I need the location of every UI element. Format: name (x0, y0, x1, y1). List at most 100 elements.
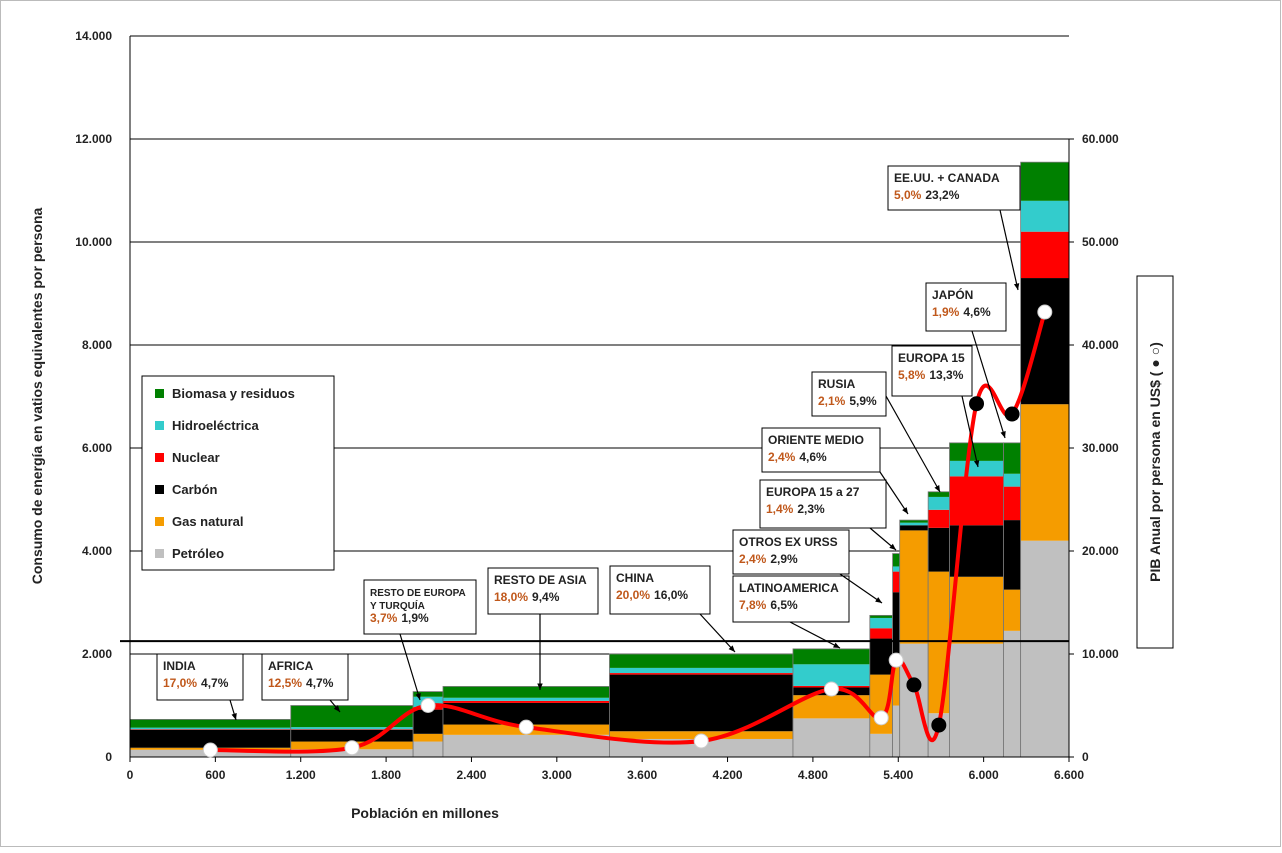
annotation-arrow (885, 395, 941, 493)
bar-segment (1003, 520, 1021, 590)
bar-segment (928, 491, 950, 497)
annotation-shares: 20,0% 16,0% (616, 588, 688, 602)
x-tick-label: 3.000 (542, 768, 572, 782)
annotation-shares: 2,1% 5,9% (818, 394, 877, 408)
annotation-arrow (971, 330, 1006, 439)
annotation-box (891, 345, 973, 397)
bar-segment (413, 691, 443, 697)
annotation-box (759, 479, 887, 529)
annotation-arrow (699, 613, 736, 653)
bar-segment (1003, 486, 1021, 521)
bar-segment (609, 667, 793, 674)
annotation-arrow (789, 621, 841, 649)
y-tick-label: 2.000 (82, 647, 112, 661)
population-share: 1,4% (766, 502, 794, 516)
energy-share: 23,2% (925, 188, 959, 202)
bar-segment (949, 576, 1004, 644)
annotation-arrow (879, 471, 909, 515)
bar-segment (290, 729, 414, 742)
y-tick-label: 6.000 (82, 441, 112, 455)
annotation-label: RESTO DE ASIA (494, 573, 587, 587)
annotation-label: CHINA (616, 571, 654, 585)
bar-segment (949, 442, 1004, 461)
legend-label: Hidroeléctrica (172, 418, 259, 433)
bar-segment (899, 522, 929, 526)
x-tick-label: 1.200 (286, 768, 316, 782)
annotation-label: RESTO DE EUROPA (370, 588, 466, 599)
annotation-label: EE.UU. + CANADA (894, 171, 1000, 185)
bar-segment (899, 643, 929, 757)
bar-segment (130, 729, 291, 748)
gdp-point (823, 681, 839, 697)
energy-share: 2,3% (797, 502, 825, 516)
annotation-shares: 5,8% 13,3% (898, 368, 964, 382)
population-share: 5,8% (898, 368, 926, 382)
energy-share: 4,7% (201, 676, 229, 690)
annotation-shares: 2,4% 4,6% (768, 450, 827, 464)
bar-segment (413, 733, 443, 742)
annotation-arrow (839, 573, 883, 604)
arrow-head (889, 543, 896, 550)
arrow-head (833, 642, 840, 648)
bar-segment (443, 697, 610, 701)
bar-segment (290, 727, 414, 730)
population-share: 2,1% (818, 394, 846, 408)
legend-label: Carbón (172, 482, 218, 497)
bar-segment (949, 476, 1004, 526)
bar-segment (1003, 589, 1021, 631)
annotation-box (887, 165, 1021, 211)
y2-title-box (1136, 275, 1174, 649)
bar-segment (1003, 473, 1021, 487)
bar-segment (1020, 231, 1069, 279)
legend-swatch (155, 485, 164, 494)
bar-segment (443, 700, 610, 703)
legend-swatch (155, 453, 164, 462)
population-share: 3,7% (370, 611, 398, 625)
annotation-shares: 2,4% 2,9% (739, 552, 798, 566)
annotation-box (156, 653, 244, 701)
annotation-arrow (399, 633, 421, 701)
legend-label: Biomasa y residuos (172, 386, 295, 401)
energy-share: 9,4% (532, 590, 560, 604)
y-axis-title: Consumo de energía en vatios equivalente… (29, 208, 45, 585)
annotation-label: EUROPA 15 a 27 (766, 485, 860, 499)
bar-segment (892, 705, 900, 757)
annotation-label: INDIA (163, 659, 196, 673)
bar-segment (869, 638, 893, 675)
bar-segment (792, 718, 870, 757)
gdp-point (969, 396, 985, 412)
bar-segment (130, 719, 291, 728)
arrow-head (728, 645, 735, 652)
bar-segment (1020, 162, 1069, 201)
bar-segment (899, 520, 929, 523)
annotation-label: AFRICA (268, 659, 314, 673)
bar-segment (869, 615, 893, 618)
arrow-head (333, 705, 340, 712)
y2-axis-title: PIB Anual por persona en US$ ( ● ○) (1147, 342, 1163, 582)
bar-segment (928, 509, 950, 528)
annotation-shares: 5,0% 23,2% (894, 188, 960, 202)
bar-segment (928, 571, 950, 714)
bar-segment (609, 673, 793, 675)
legend-swatch (155, 517, 164, 526)
annotation-label: JAPÓN (932, 287, 973, 302)
bar-segment (892, 571, 900, 593)
annotation-shares: 1,4% 2,3% (766, 502, 825, 516)
annotation-shares: 3,7% 1,9% (370, 611, 429, 625)
gdp-point (873, 710, 889, 726)
bar-segment (928, 496, 950, 510)
bar-segment (1020, 404, 1069, 541)
bar-segment (949, 643, 1004, 757)
y2-tick-label: 30.000 (1082, 441, 1119, 455)
legend-swatch (155, 549, 164, 558)
x-tick-label: 600 (205, 768, 225, 782)
bar-segment (290, 729, 414, 730)
x-tick-label: 4.200 (713, 768, 743, 782)
annotation-arrow (999, 209, 1019, 291)
energy-share: 4,6% (799, 450, 827, 464)
y2-tick-label: 40.000 (1082, 338, 1119, 352)
gdp-point (1004, 406, 1020, 422)
x-tick-label: 5.400 (883, 768, 913, 782)
energy-share: 4,6% (963, 305, 991, 319)
bar-segment (609, 674, 793, 732)
